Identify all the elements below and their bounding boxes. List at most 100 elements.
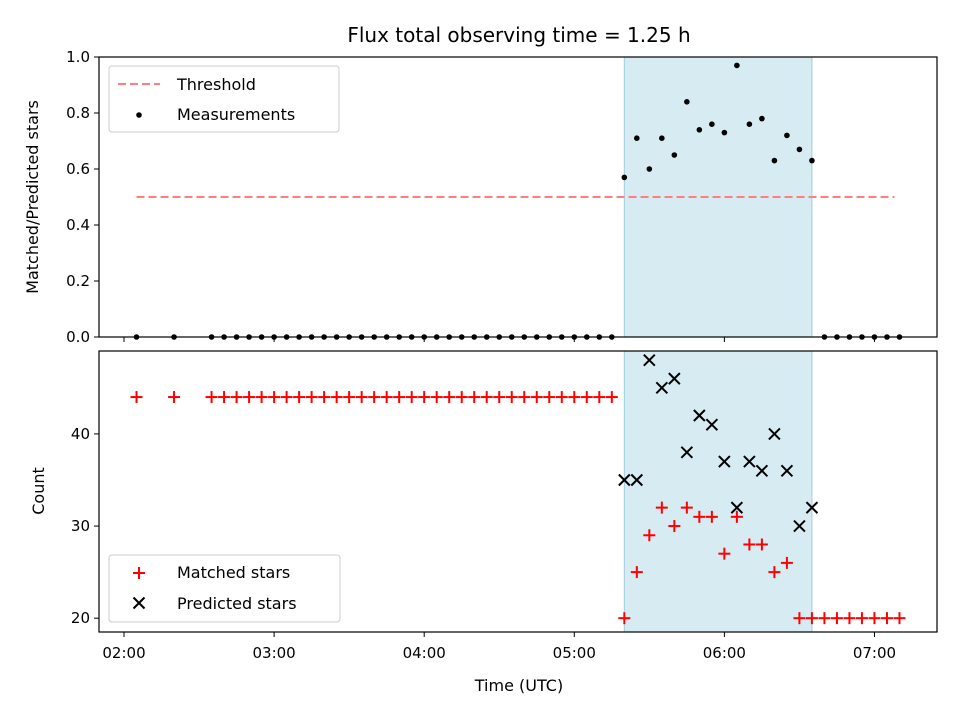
chart-title: Flux total observing time = 1.25 h <box>347 23 690 47</box>
legend-matched-label: Matched stars <box>177 563 290 582</box>
matched-star-point <box>130 391 143 404</box>
top-y-tick-label: 1.0 <box>66 48 90 66</box>
matched-star-point <box>430 391 443 404</box>
measurement-point <box>771 157 778 164</box>
bottom-y-ticks: 20 30 40 <box>71 425 99 627</box>
bottom-marks <box>130 354 906 625</box>
top-y-axis-label: Matched/Predicted stars <box>23 100 42 294</box>
bottom-legend: Matched stars Predicted stars <box>108 554 341 623</box>
bottom-x-ticks: 02:00 03:00 04:00 05:00 06:00 07:00 <box>102 632 896 662</box>
matched-star-point <box>568 391 581 404</box>
legend-predicted-label: Predicted stars <box>177 594 297 613</box>
matched-star-point <box>555 391 568 404</box>
predicted-star-point <box>768 427 781 441</box>
matched-star-point <box>280 391 293 404</box>
predicted-star-point <box>630 473 644 487</box>
predicted-star-point <box>755 464 769 477</box>
top-y-tick-label: 0.8 <box>66 104 90 122</box>
x-tick-label: 05:00 <box>553 644 596 662</box>
matched-star-point <box>668 520 681 533</box>
matched-star-point <box>680 501 693 514</box>
measurement-point <box>721 129 728 136</box>
top-y-tick-label: 0.4 <box>66 216 90 234</box>
matched-star-point <box>755 538 768 551</box>
top-axes-frame <box>98 56 938 338</box>
predicted-star-point <box>730 501 744 514</box>
matched-star-point <box>318 391 331 404</box>
measurement-point <box>696 127 703 133</box>
measurement-point <box>709 121 715 127</box>
legend-predicted-marker <box>132 596 146 610</box>
bottom-y-tick-label: 40 <box>71 425 90 443</box>
predicted-star-point <box>705 418 719 431</box>
predicted-star-point <box>680 446 694 459</box>
matched-star-point <box>593 391 606 404</box>
matched-star-point <box>630 566 643 579</box>
matched-star-point <box>380 391 393 404</box>
predicted-star-point <box>693 409 706 422</box>
matched-star-point <box>855 612 868 625</box>
matched-star-point <box>268 391 281 404</box>
predicted-star-point <box>618 473 631 487</box>
matched-star-point <box>893 612 906 625</box>
predicted-star-point <box>743 455 756 468</box>
matched-star-point <box>305 391 318 404</box>
measurement-point <box>621 174 628 181</box>
matched-star-point <box>243 391 256 404</box>
measurement-point <box>646 166 653 172</box>
matched-star-point <box>218 391 231 404</box>
top-x-ticks <box>123 337 875 342</box>
measurement-point <box>659 135 665 141</box>
measurement-point <box>796 146 803 153</box>
x-tick-label: 02:00 <box>102 644 145 662</box>
matched-star-point <box>655 501 668 514</box>
legend-predicted-swatch <box>132 596 146 610</box>
matched-star-point <box>605 391 618 404</box>
matched-star-point <box>805 612 818 625</box>
matched-star-point <box>743 538 756 551</box>
predicted-star-point <box>655 381 669 395</box>
matched-star-point <box>505 391 518 404</box>
matched-star-point <box>818 612 831 625</box>
matched-star-point <box>230 391 243 404</box>
matched-star-point <box>343 391 356 404</box>
matched-star-point <box>643 529 656 542</box>
matched-star-point <box>793 612 806 625</box>
measurement-point <box>634 135 640 141</box>
matched-star-point <box>618 612 631 625</box>
matched-star-point <box>580 391 593 404</box>
top-y-tick-label: 0.2 <box>66 272 90 290</box>
matched-star-point <box>868 612 881 625</box>
matched-star-point <box>468 391 481 404</box>
matched-star-point <box>880 612 893 625</box>
legend-measurements-swatch <box>136 112 142 118</box>
bottom-y-axis-label: Count <box>29 467 48 515</box>
matched-star-point <box>205 391 218 404</box>
matched-star-point <box>168 391 181 404</box>
measurement-point <box>671 152 678 158</box>
x-tick-label: 07:00 <box>853 644 896 662</box>
matched-star-point <box>493 391 506 404</box>
matched-star-point <box>718 547 731 560</box>
x-tick-label: 06:00 <box>703 644 746 662</box>
matched-star-point <box>255 391 268 404</box>
matched-star-point <box>455 391 468 404</box>
matched-star-point <box>780 556 793 569</box>
matched-star-point <box>830 612 843 625</box>
matched-star-point <box>368 391 381 404</box>
top-legend: Threshold Measurements <box>108 65 340 133</box>
predicted-star-point <box>643 354 656 367</box>
matched-star-point <box>543 391 556 404</box>
predicted-star-point <box>805 501 819 514</box>
matched-star-point <box>705 510 718 523</box>
matched-star-point <box>330 391 343 404</box>
top-y-tick-label: 0.6 <box>66 160 90 178</box>
legend-matched-swatch <box>133 567 145 579</box>
measurement-point <box>809 157 815 164</box>
matched-star-point <box>730 510 743 523</box>
x-tick-label: 04:00 <box>403 644 446 662</box>
matched-star-point <box>518 391 531 404</box>
matched-star-point <box>293 391 306 404</box>
matched-star-point <box>843 612 856 625</box>
